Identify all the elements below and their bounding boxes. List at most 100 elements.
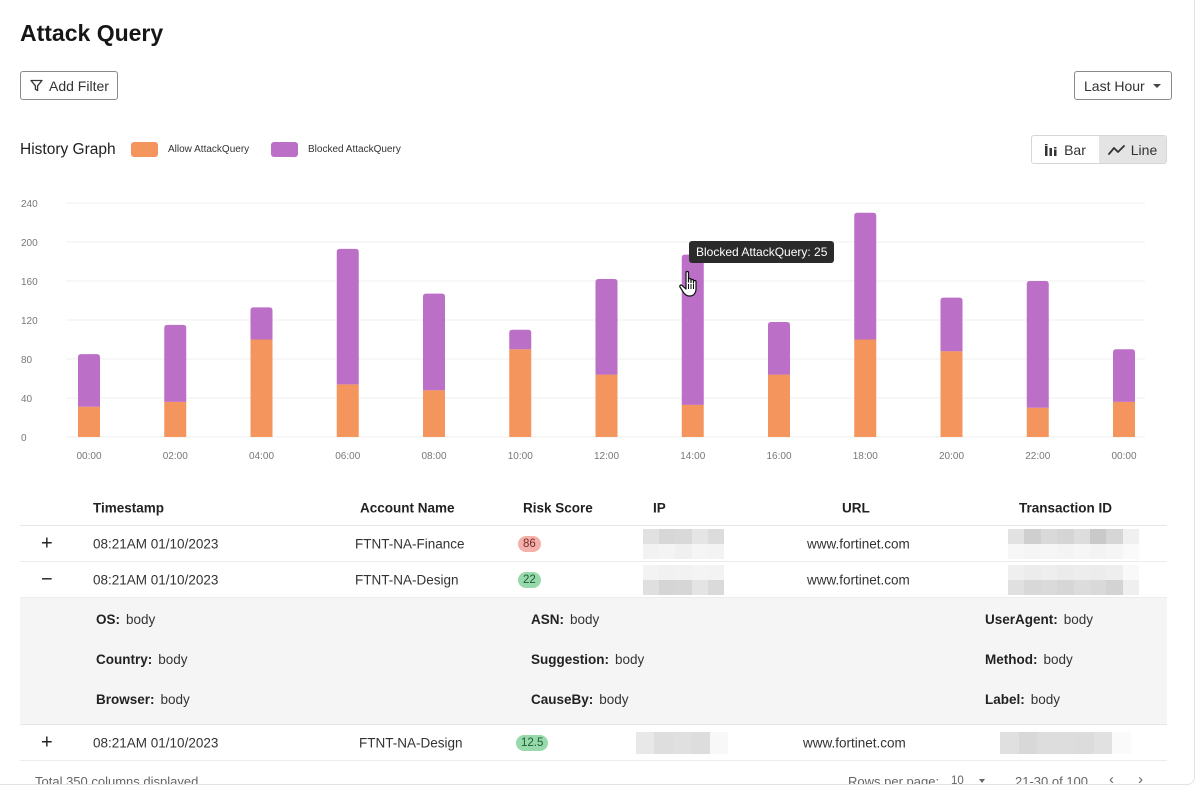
detail-key: Country:: [96, 652, 153, 667]
detail-country: Country: body: [96, 652, 188, 667]
detail-key: UserAgent:: [985, 612, 1058, 627]
x-tick-label: 14:00: [680, 451, 705, 462]
x-tick-label: 00:00: [1111, 451, 1136, 462]
y-tick-label: 40: [21, 394, 33, 405]
col-risk-score[interactable]: Risk Score: [523, 500, 593, 515]
detail-useragent: UserAgent: body: [985, 612, 1093, 627]
add-filter-button[interactable]: Add Filter: [20, 71, 118, 100]
time-range-select[interactable]: Last Hour: [1074, 71, 1172, 100]
line-view-button[interactable]: Line: [1099, 136, 1166, 163]
x-tick-label: 02:00: [163, 451, 188, 462]
transaction-id-redacted: [1000, 732, 1132, 754]
detail-label: Label: body: [985, 692, 1060, 707]
transaction-id-redacted: [1008, 529, 1139, 559]
x-tick-label: 04:00: [249, 451, 274, 462]
bar-segment-blocked: [164, 324, 187, 402]
bar-segment-blocked: [423, 293, 445, 391]
rows-per-page-select[interactable]: 10: [951, 775, 964, 785]
y-tick-label: 120: [21, 316, 38, 327]
chart-tooltip: Blocked AttackQuery: 25: [689, 241, 835, 263]
detail-value: body: [1063, 612, 1094, 627]
bar-segment-blocked: [854, 212, 877, 340]
risk-badge: 12.5: [516, 734, 549, 751]
col-account-name[interactable]: Account Name: [360, 500, 455, 515]
detail-value: body: [615, 652, 645, 667]
bar-segment-blocked: [250, 307, 273, 340]
detail-causeby: CauseBy: body: [531, 692, 629, 707]
bar-segment-allow: [423, 390, 445, 437]
col-transaction-id[interactable]: Transaction ID: [1019, 500, 1113, 515]
bar-segment-allow: [1113, 401, 1135, 437]
x-tick-label: 18:00: [853, 451, 878, 462]
x-tick-label: 06:00: [335, 451, 360, 462]
detail-value: body: [1030, 692, 1061, 707]
detail-browser: Browser: body: [96, 692, 190, 707]
detail-os: OS: body: [96, 612, 155, 627]
bar-segment-allow: [681, 404, 704, 437]
next-page-button[interactable]: ›: [1138, 771, 1143, 785]
detail-value: body: [1043, 652, 1073, 667]
bar-segment-blocked: [336, 248, 359, 385]
legend-swatch-allow: [131, 142, 158, 157]
bar-view-button[interactable]: Bar: [1032, 136, 1099, 163]
collapse-row-icon[interactable]: −: [41, 568, 53, 590]
line-chart-icon: [1107, 144, 1125, 155]
prev-page-button[interactable]: ‹: [1109, 771, 1114, 785]
legend-label-allow: Allow AttackQuery: [168, 144, 250, 155]
bar-segment-blocked: [509, 329, 532, 350]
hand-cursor-icon: [679, 270, 697, 297]
bar-segment-blocked: [78, 354, 100, 407]
table-header: Timestamp Account Name Risk Score IP URL…: [20, 490, 1167, 526]
ip-redacted: [636, 732, 729, 754]
expand-row-icon[interactable]: +: [41, 731, 53, 753]
rows-per-page-label: Rows per page:: [848, 774, 940, 785]
rows-per-page-caret-icon[interactable]: [979, 779, 985, 783]
y-tick-label: 160: [21, 277, 38, 288]
cell-timestamp: 08:21AM 01/10/2023: [93, 735, 219, 750]
bar-chart-icon: [1045, 143, 1057, 156]
line-view-label: Line: [1130, 141, 1158, 158]
table-row[interactable]: + 08:21AM 01/10/2023 FTNT-NA-Finance 86 …: [20, 526, 1167, 562]
time-range-value: Last Hour: [1084, 77, 1145, 94]
bar-segment-allow: [509, 349, 532, 437]
bar-segment-allow: [1026, 407, 1049, 437]
legend-allow: Allow AttackQuery: [131, 142, 249, 157]
x-tick-label: 10:00: [508, 451, 533, 462]
col-ip[interactable]: IP: [653, 500, 666, 515]
legend-blocked: Blocked AttackQuery: [271, 142, 401, 157]
detail-method: Method: body: [985, 652, 1073, 667]
bar-segment-allow: [250, 339, 273, 437]
ip-redacted: [643, 565, 725, 595]
expand-row-icon[interactable]: +: [41, 532, 53, 554]
col-timestamp[interactable]: Timestamp: [93, 500, 165, 515]
detail-asn: ASN: body: [531, 612, 599, 627]
chart-view-toggle: Bar Line: [1031, 135, 1167, 164]
detail-value: body: [158, 652, 188, 667]
bar-segment-allow: [336, 384, 359, 437]
cell-url[interactable]: www.fortinet.com: [807, 572, 910, 587]
table-footer: Total 350 columns displayed Rows per pag…: [0, 771, 1194, 785]
page-title: Attack Query: [20, 20, 164, 46]
detail-key: Method:: [985, 652, 1038, 667]
bar-segment-blocked: [940, 297, 963, 352]
bar-segment-allow: [940, 351, 963, 437]
table-row[interactable]: − 08:21AM 01/10/2023 FTNT-NA-Design 22 w…: [20, 562, 1167, 598]
cell-timestamp: 08:21AM 01/10/2023: [93, 536, 219, 551]
cell-timestamp: 08:21AM 01/10/2023: [93, 572, 219, 587]
risk-badge: 86: [518, 535, 541, 552]
bar-segment-allow: [595, 374, 618, 437]
cell-url[interactable]: www.fortinet.com: [803, 735, 906, 750]
caret-down-icon: [1153, 84, 1161, 88]
legend-swatch-blocked: [271, 142, 298, 157]
cell-account: FTNT-NA-Design: [359, 735, 463, 750]
y-tick-label: 200: [21, 238, 38, 249]
detail-value: body: [570, 612, 600, 627]
x-tick-label: 08:00: [421, 451, 446, 462]
bar-segment-allow: [854, 339, 877, 437]
cell-url[interactable]: www.fortinet.com: [807, 536, 910, 551]
x-tick-label: 20:00: [939, 451, 964, 462]
y-tick-label: 0: [21, 433, 27, 444]
col-url[interactable]: URL: [842, 500, 870, 515]
table-row[interactable]: + 08:21AM 01/10/2023 FTNT-NA-Design 12.5…: [20, 725, 1167, 761]
bar-segment-blocked: [1026, 281, 1049, 408]
